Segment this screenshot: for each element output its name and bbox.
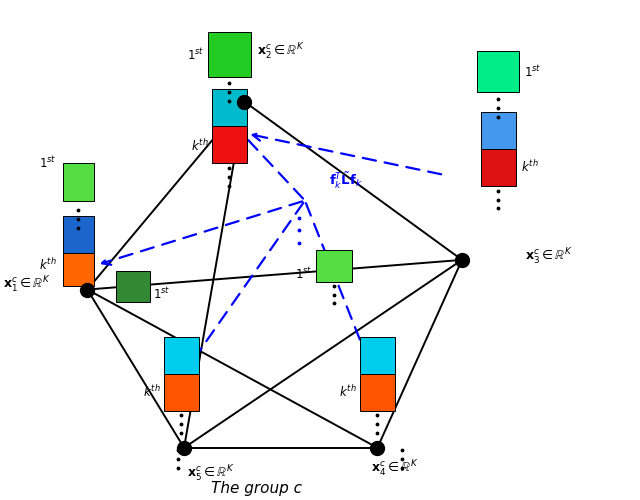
Text: $k^{th}$: $k^{th}$ [191, 138, 209, 154]
Bar [63, 254, 94, 286]
Bar [63, 216, 94, 254]
Text: $k^{th}$: $k^{th}$ [39, 257, 56, 273]
Text: $1^{st}$: $1^{st}$ [188, 47, 205, 62]
Text: $\mathbf{x}_3^c \in \mathbb{R}^K$: $\mathbf{x}_3^c \in \mathbb{R}^K$ [525, 248, 573, 268]
Bar [212, 90, 247, 126]
Text: $\mathbf{f}_k^T\tilde{\mathbf{L}}\mathbf{f}_k$: $\mathbf{f}_k^T\tilde{\mathbf{L}}\mathbf… [329, 171, 363, 191]
Text: $\mathbf{x}_4^c \in \mathbb{R}^K$: $\mathbf{x}_4^c \in \mathbb{R}^K$ [371, 458, 419, 478]
Text: $1^{st}$: $1^{st}$ [296, 266, 313, 282]
Text: $k^{th}$: $k^{th}$ [339, 384, 357, 400]
Bar [63, 164, 94, 200]
Text: $k^{th}$: $k^{th}$ [520, 159, 538, 175]
Text: $\mathbf{x}_1^c \in \mathbb{R}^K$: $\mathbf{x}_1^c \in \mathbb{R}^K$ [3, 274, 51, 294]
Bar [116, 272, 150, 302]
Text: $\mathbf{x}_5^c \in \mathbb{R}^K$: $\mathbf{x}_5^c \in \mathbb{R}^K$ [187, 464, 235, 483]
Bar [360, 336, 395, 374]
Text: $\mathbf{x}_2^c \in \mathbb{R}^K$: $\mathbf{x}_2^c \in \mathbb{R}^K$ [257, 42, 304, 62]
Bar [163, 336, 198, 374]
Bar [481, 112, 516, 148]
Bar [212, 126, 247, 164]
Bar [360, 374, 395, 410]
Text: $1^{st}$: $1^{st}$ [39, 156, 56, 172]
Bar [481, 148, 516, 186]
Bar [163, 374, 198, 410]
Text: $1^{st}$: $1^{st}$ [152, 286, 170, 302]
Text: The group c: The group c [211, 481, 302, 496]
Bar [207, 32, 251, 77]
Text: $k^{th}$: $k^{th}$ [143, 384, 161, 400]
Text: $1^{st}$: $1^{st}$ [524, 64, 541, 80]
Bar [477, 51, 520, 92]
Bar [316, 250, 352, 282]
